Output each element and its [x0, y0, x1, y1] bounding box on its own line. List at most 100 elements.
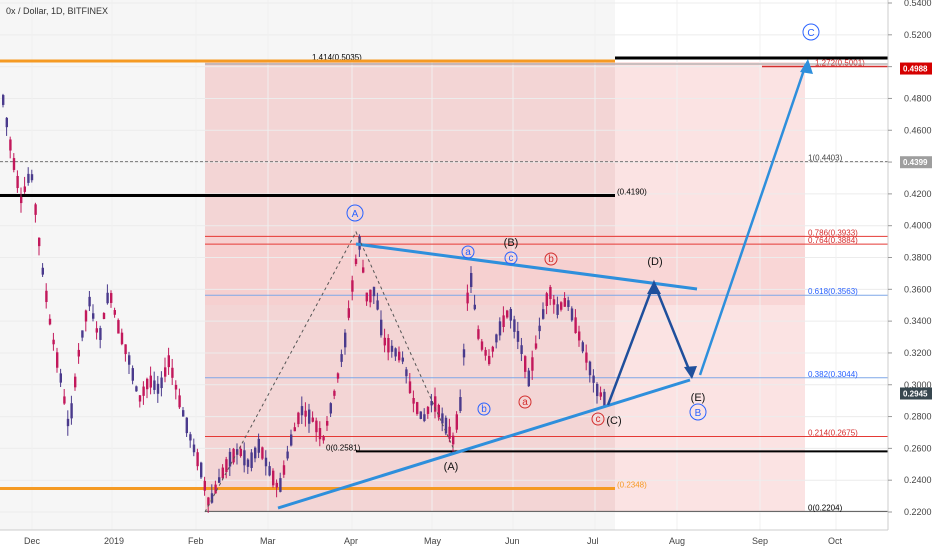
- candle-body: [128, 355, 131, 365]
- candle-body: [88, 296, 91, 307]
- candle-body: [77, 349, 80, 357]
- fib-label: 1.272(0.5001): [815, 58, 865, 67]
- candle-body: [282, 465, 286, 475]
- candle-body: [131, 368, 134, 381]
- candle-body: [434, 396, 437, 412]
- x-tick-label: Sep: [752, 536, 768, 546]
- candle-body: [567, 300, 570, 307]
- candle-body: [185, 417, 188, 434]
- candle-body: [70, 403, 73, 419]
- candle-body: [419, 411, 422, 419]
- candle-body: [408, 381, 412, 394]
- candle-body: [27, 173, 30, 183]
- candle-body: [182, 410, 185, 417]
- candle-body: [340, 354, 343, 362]
- fib-label: 0.214(0.2675): [808, 428, 858, 437]
- wave-circle: [477, 402, 491, 416]
- candle-body: [178, 395, 181, 408]
- arrow-head-d: [647, 281, 661, 294]
- candle-body: [308, 409, 311, 424]
- candle-body: [257, 438, 260, 453]
- wave-circle: [689, 403, 707, 421]
- candle-body: [488, 355, 491, 365]
- candle-body: [192, 444, 196, 453]
- wave-circle-label: b: [548, 254, 554, 265]
- candle-body: [416, 402, 419, 414]
- y-tick-label: 0.3200: [904, 348, 932, 358]
- candle-body: [484, 349, 487, 356]
- candle-body: [153, 380, 156, 390]
- candle-body: [218, 477, 221, 483]
- candle-body: [30, 174, 34, 181]
- triangle-lower-line: [277, 378, 691, 510]
- y-axis-panel[interactable]: [888, 0, 932, 550]
- y-tick-label: 0.3800: [904, 253, 932, 263]
- y-tick-label: 0.2800: [904, 412, 932, 422]
- candle-body: [322, 436, 325, 441]
- y-tick-label: 0.2600: [904, 443, 932, 453]
- candle-body: [336, 373, 340, 379]
- candle-body: [473, 304, 476, 310]
- candle-body: [164, 367, 167, 377]
- candle-body: [264, 457, 268, 467]
- candle-body: [563, 298, 566, 307]
- candle-body: [351, 280, 354, 292]
- candle-body: [272, 470, 275, 486]
- x-tick-label: Aug: [669, 536, 685, 546]
- candle-body: [56, 352, 59, 368]
- candle-body: [149, 375, 152, 388]
- x-tick-label: Dec: [24, 536, 41, 546]
- wave-label: (E): [691, 392, 706, 404]
- candle-body: [412, 397, 415, 404]
- wave-circle-label: A: [352, 209, 359, 220]
- candle-body: [466, 292, 469, 304]
- candle-body: [448, 426, 451, 439]
- candle-body: [189, 434, 192, 441]
- candle-body: [596, 383, 599, 397]
- candles: [2, 93, 606, 513]
- fib-label: 0(0.2581): [326, 443, 361, 452]
- candle-body: [480, 341, 484, 350]
- candle-body: [380, 319, 383, 336]
- x-tick-label: Mar: [260, 536, 276, 546]
- candle-body: [462, 349, 466, 358]
- x-axis-panel[interactable]: [0, 530, 932, 550]
- candle-body: [549, 286, 552, 300]
- fib-label: (0.4190): [617, 187, 647, 196]
- y-tick-label: 0.2400: [904, 475, 932, 485]
- candle-body: [239, 448, 242, 457]
- candle-body: [250, 452, 253, 468]
- fib-zone-band: [205, 235, 805, 305]
- candle-body: [34, 204, 37, 215]
- candle-body: [376, 300, 379, 310]
- candle-body: [588, 361, 592, 376]
- y-tick-label: 0.3600: [904, 284, 932, 294]
- candle-body: [354, 258, 358, 264]
- price-tags: 0.4988 0.4399 0.2945: [900, 62, 932, 400]
- candle-body: [520, 345, 523, 354]
- candle-body: [23, 186, 26, 192]
- candle-body: [405, 369, 408, 377]
- wave-circle-label: c: [596, 414, 601, 425]
- candle-body: [41, 267, 44, 275]
- candle-body: [304, 410, 307, 417]
- wave-label: (D): [647, 256, 662, 268]
- candle-body: [578, 331, 581, 341]
- candle-body: [531, 357, 534, 371]
- x-tick-label: Jun: [505, 536, 520, 546]
- candle-body: [556, 304, 559, 315]
- candle-body: [524, 356, 527, 372]
- wave-circle-label: B: [695, 408, 702, 419]
- fib-label: 1.414(0.5035): [312, 53, 362, 62]
- candle-body: [401, 357, 404, 362]
- arrow-head-e: [684, 366, 697, 379]
- fib-label: 0.764(0.3884): [808, 236, 858, 245]
- candle-body: [527, 370, 530, 387]
- candle-body: [117, 320, 120, 334]
- candle-body: [581, 342, 584, 352]
- candle-body: [261, 447, 264, 459]
- x-tick-label: May: [424, 536, 442, 546]
- candle-body: [207, 497, 210, 506]
